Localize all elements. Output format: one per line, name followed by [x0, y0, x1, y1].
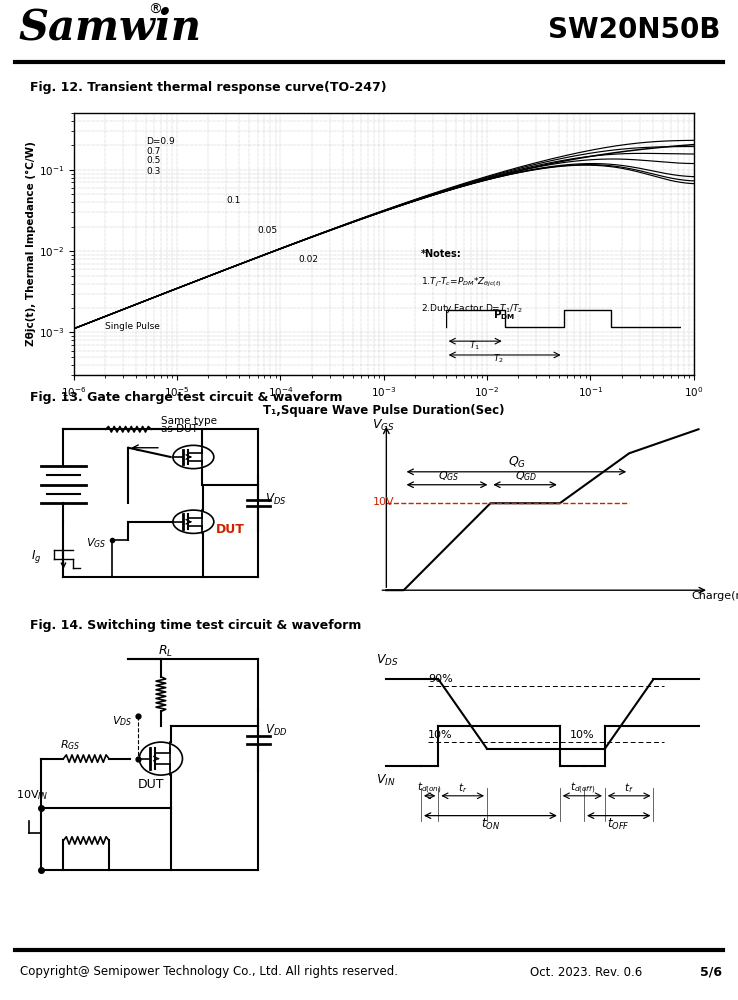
Text: $V_{GS}$: $V_{GS}$ [86, 536, 106, 550]
Text: $V_{DS}$: $V_{DS}$ [112, 714, 132, 728]
Text: $t_{d(on)}$: $t_{d(on)}$ [417, 781, 442, 796]
Text: 0.3: 0.3 [146, 167, 160, 176]
Text: Charge(nC): Charge(nC) [692, 591, 738, 601]
Text: $V_{DS}$: $V_{DS}$ [376, 653, 399, 668]
Text: Fig. 13. Gate charge test circuit & waveform: Fig. 13. Gate charge test circuit & wave… [30, 391, 342, 404]
Text: $I_g$: $I_g$ [31, 548, 41, 565]
Text: 0.05: 0.05 [258, 226, 277, 235]
X-axis label: T₁,Square Wave Pulse Duration(Sec): T₁,Square Wave Pulse Duration(Sec) [263, 404, 505, 417]
Text: 10%: 10% [570, 730, 595, 740]
Text: $t_r$: $t_r$ [458, 781, 467, 795]
Text: $Q_{GD}$: $Q_{GD}$ [514, 469, 537, 483]
Text: $V_{GS}$: $V_{GS}$ [373, 418, 395, 433]
Text: 2.Duty Factor D=$T_1$/$T_2$: 2.Duty Factor D=$T_1$/$T_2$ [421, 302, 523, 315]
Text: $R_{GS}$: $R_{GS}$ [61, 739, 80, 752]
Text: *Notes:: *Notes: [421, 249, 462, 259]
Y-axis label: Zθjc(t), Thermal Impedance (°C/W): Zθjc(t), Thermal Impedance (°C/W) [26, 142, 36, 346]
Text: $t_{ON}$: $t_{ON}$ [481, 817, 500, 832]
Text: DUT: DUT [216, 523, 245, 536]
Text: 10%: 10% [428, 730, 452, 740]
Text: 0.7: 0.7 [146, 147, 160, 156]
Text: $t_{d(off)}$: $t_{d(off)}$ [570, 781, 595, 796]
Text: 0.1: 0.1 [227, 196, 241, 205]
Text: Fig. 12. Transient thermal response curve(TO-247): Fig. 12. Transient thermal response curv… [30, 82, 386, 95]
Text: $V_{DS}$: $V_{DS}$ [265, 492, 286, 507]
Text: Single Pulse: Single Pulse [105, 322, 160, 331]
Text: Same type: Same type [161, 416, 217, 426]
Text: 10V$_{IN}$: 10V$_{IN}$ [16, 788, 48, 802]
Text: SW20N50B: SW20N50B [548, 16, 720, 44]
Text: Oct. 2023. Rev. 0.6: Oct. 2023. Rev. 0.6 [530, 966, 642, 978]
Text: $Q_G$: $Q_G$ [508, 455, 526, 470]
Text: $R_L$: $R_L$ [158, 643, 173, 659]
Text: DUT: DUT [138, 778, 165, 791]
Text: Fig. 14. Switching time test circuit & waveform: Fig. 14. Switching time test circuit & w… [30, 619, 361, 632]
Text: D=0.9: D=0.9 [146, 137, 175, 146]
Text: 0.5: 0.5 [146, 156, 160, 165]
Text: $t_{OFF}$: $t_{OFF}$ [607, 817, 630, 832]
Text: 5/6: 5/6 [700, 966, 722, 978]
Text: Copyright@ Semipower Technology Co., Ltd. All rights reserved.: Copyright@ Semipower Technology Co., Ltd… [20, 966, 398, 978]
Text: as DUT: as DUT [161, 424, 198, 434]
Text: 90%: 90% [428, 674, 452, 684]
Text: 0.02: 0.02 [299, 255, 319, 264]
Text: $t_f$: $t_f$ [624, 781, 634, 795]
Text: ®: ® [148, 3, 162, 17]
Text: $Q_{GS}$: $Q_{GS}$ [438, 469, 460, 483]
Text: 10V: 10V [373, 497, 394, 507]
Text: $V_{DD}$: $V_{DD}$ [265, 723, 287, 738]
Text: $V_{IN}$: $V_{IN}$ [376, 772, 396, 788]
Text: Samwin: Samwin [18, 6, 201, 48]
Text: 1.$T_j$-$T_c$=$P_{DM}$*$Z_{\theta jc(t)}$: 1.$T_j$-$T_c$=$P_{DM}$*$Z_{\theta jc(t)}… [421, 275, 502, 289]
